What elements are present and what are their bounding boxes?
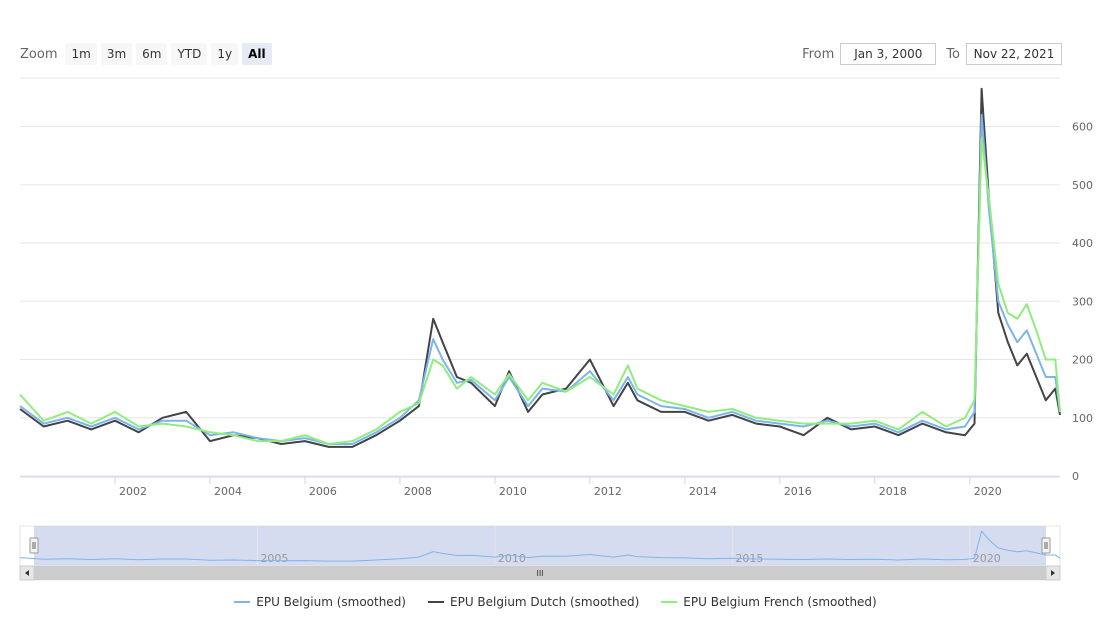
x-tick-label: 2020 [974,485,1002,498]
legend-item-dutch[interactable]: EPU Belgium Dutch (smoothed) [428,595,639,609]
legend-swatch-dutch [428,601,444,603]
zoom-button-all[interactable]: All [242,43,272,65]
legend-item-french[interactable]: EPU Belgium French (smoothed) [661,595,877,609]
y-tick-label: 0 [1072,470,1079,483]
navigator-handle-right[interactable] [1041,537,1051,554]
scroll-left-arrow-icon [25,570,29,576]
navigator-handle-left[interactable] [29,537,39,554]
series-line-dutch [19,87,1061,448]
legend: EPU Belgium (smoothed) EPU Belgium Dutch… [0,595,1111,609]
x-tick-label: 2010 [499,485,527,498]
y-tick-label: 300 [1072,295,1093,308]
scroll-right-arrow-icon [1051,570,1055,576]
x-tick-label: 2012 [594,485,622,498]
scrollbar-thumb[interactable] [34,566,1046,580]
series-line-french [19,137,1061,445]
x-tick-label: 2004 [214,485,242,498]
y-tick-label: 500 [1072,179,1093,192]
legend-item-belgium[interactable]: EPU Belgium (smoothed) [234,595,406,609]
legend-label-french: EPU Belgium French (smoothed) [683,595,877,609]
from-date-input[interactable]: Jan 3, 2000 [840,43,937,65]
y-tick-label: 400 [1072,237,1093,250]
zoom-button-1y[interactable]: 1y [211,43,239,65]
legend-label-belgium: EPU Belgium (smoothed) [256,595,406,609]
legend-swatch-belgium [234,601,251,603]
x-tick-label: 2006 [309,485,337,498]
scrollbar-grip-icon: III [536,569,543,578]
y-tick-label: 600 [1072,121,1093,134]
x-tick-label: 2014 [689,485,717,498]
zoom-label: Zoom [20,46,58,62]
zoom-bar: Zoom 1m 3m 6m YTD 1y All [20,43,272,65]
to-date-input[interactable]: Nov 22, 2021 [966,43,1062,65]
y-axis-labels: 0 100 200 300 400 500 600 [1072,121,1093,483]
date-range-selector: From Jan 3, 2000 To Nov 22, 2021 [802,43,1062,65]
x-tick-label: 2008 [404,485,432,498]
x-tick-label: 2016 [784,485,812,498]
navigator-label: 2020 [973,552,1001,565]
legend-swatch-french [661,601,678,603]
x-axis: 2002 2004 2006 2008 2010 2012 2014 2016 2018 2020 [20,476,1060,498]
zoom-button-3m[interactable]: 3m [100,43,133,65]
zoom-button-6m[interactable]: 6m [136,43,168,65]
navigator-series-line [19,530,1061,562]
navigator-label: 2005 [260,552,288,565]
legend-label-dutch: EPU Belgium Dutch (smoothed) [450,595,640,609]
y-tick-label: 200 [1072,354,1093,367]
x-tick-label: 2018 [879,485,907,498]
series-line-belgium [19,113,1061,445]
from-label: From [802,46,835,62]
x-tick-label: 2002 [119,485,147,498]
y-tick-label: 100 [1072,412,1093,425]
to-label: To [946,46,960,62]
series-group [19,87,1061,448]
zoom-button-1m[interactable]: 1m [65,43,97,65]
zoom-button-ytd[interactable]: YTD [171,43,208,65]
navigator-label: 2010 [498,552,526,565]
grid-lines [20,77,1060,477]
